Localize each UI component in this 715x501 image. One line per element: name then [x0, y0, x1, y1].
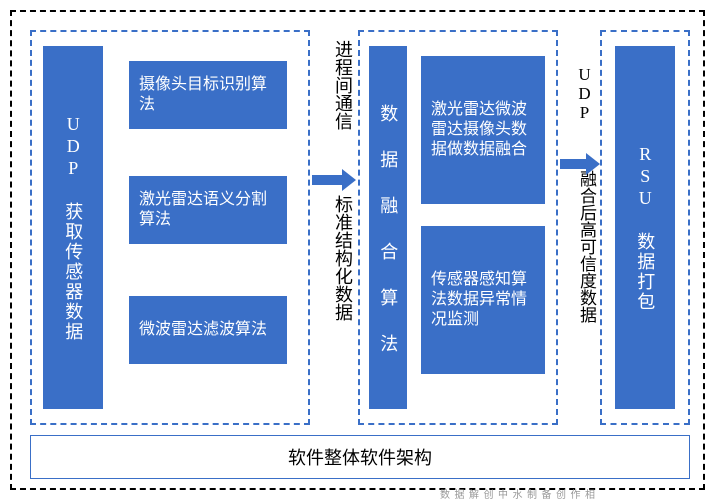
label-text: 进程间通信 — [333, 40, 353, 130]
label-text: 标准结构化数据 — [333, 195, 353, 321]
watermark-noise: 数 据 解 创 中 水 制 备 创 作 相 — [440, 486, 596, 501]
box-udp-sensor-data: UDP 获取传感器数据 — [42, 45, 104, 410]
label-text: UDP — [575, 65, 594, 122]
box-fusion-sources: 激光雷达微波雷达摄像头数据做数据融合 — [420, 55, 546, 205]
box-camera-algo: 摄像头目标识别算法 — [128, 60, 288, 130]
caption-architecture: 软件整体软件架构 — [30, 435, 690, 479]
box-label: 数据融合算法 — [377, 76, 400, 380]
box-label: 微波雷达滤波算法 — [129, 314, 287, 346]
label-standard-structured-data: 标准结构化数据 — [330, 195, 356, 321]
label-text: 融合后高可信度数据 — [577, 170, 596, 323]
box-rsu-pack: RSU 数据打包 — [614, 45, 676, 410]
box-label: 激光雷达语义分割算法 — [129, 184, 287, 236]
box-label: 摄像头目标识别算法 — [129, 69, 287, 121]
label-udp: UDP — [574, 65, 594, 122]
box-label: UDP 获取传感器数据 — [62, 114, 85, 342]
box-anomaly-monitor: 传感器感知算法数据异常情况监测 — [420, 225, 546, 375]
caption-text: 软件整体软件架构 — [288, 444, 432, 470]
box-mmwave-algo: 微波雷达滤波算法 — [128, 295, 288, 365]
arrow-icon — [312, 165, 360, 195]
box-fusion-algo: 数据融合算法 — [368, 45, 408, 410]
label-post-fusion-data: 融合后高可信度数据 — [574, 170, 599, 323]
box-label: 激光雷达微波雷达摄像头数据做数据融合 — [421, 94, 545, 166]
box-lidar-algo: 激光雷达语义分割算法 — [128, 175, 288, 245]
label-ipc: 进程间通信 — [330, 40, 356, 130]
box-label: 传感器感知算法数据异常情况监测 — [421, 264, 545, 336]
box-label: RSU 数据打包 — [634, 144, 657, 312]
arrow-icon — [560, 149, 604, 179]
